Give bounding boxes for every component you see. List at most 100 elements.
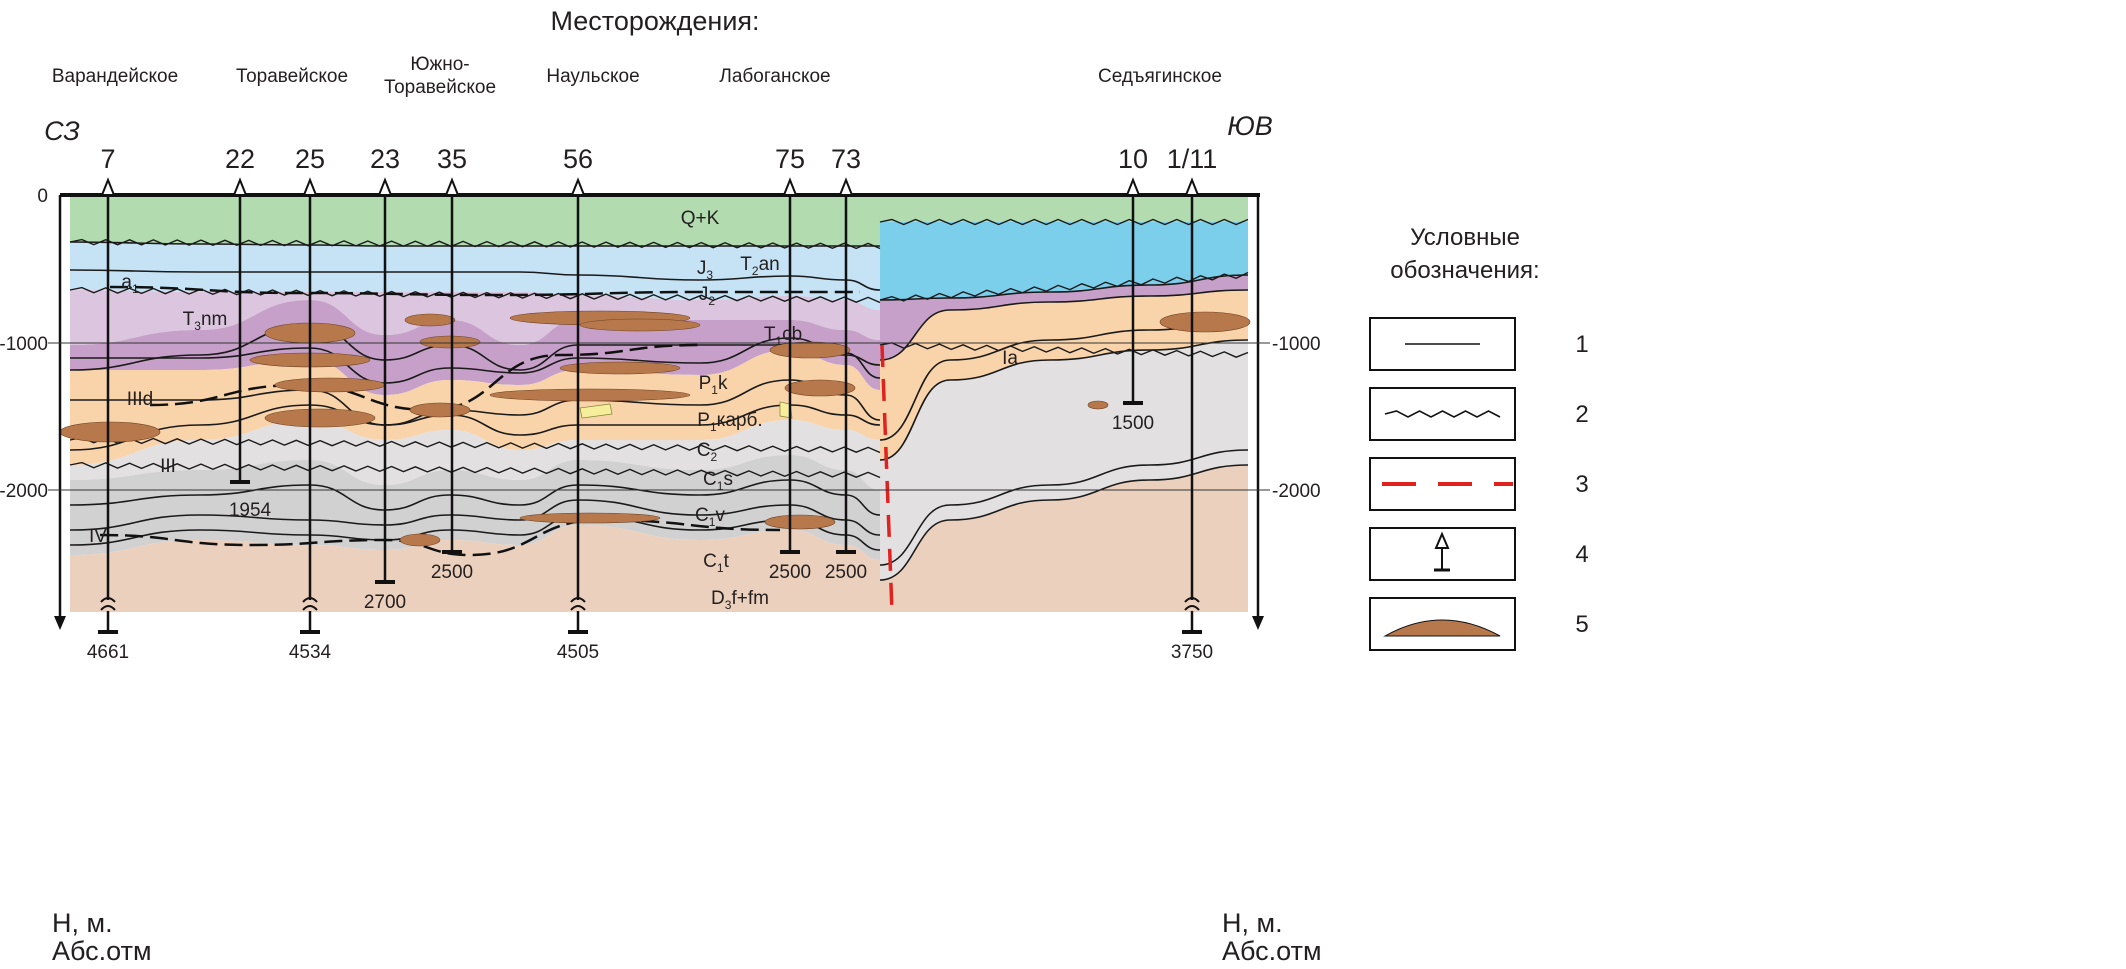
sand-lens — [559, 361, 681, 375]
formation-suffix: карб. — [717, 410, 763, 431]
sand-lens — [419, 335, 481, 349]
legend — [1369, 317, 1516, 651]
depth-unit-right: Н, м. — [1222, 908, 1283, 938]
layer-q-k — [70, 195, 880, 246]
formation-symbol: C — [703, 469, 717, 490]
legend-number: 5 — [1575, 611, 1588, 638]
section-frame — [48, 193, 1270, 630]
formation-suffix: f+fm — [731, 588, 768, 609]
sand-lens — [784, 379, 856, 397]
formation-suffix: s — [723, 469, 733, 490]
well-10: 10 1500 — [1112, 144, 1154, 434]
well-bottom-depth: 2500 — [431, 562, 473, 583]
well-bottom-depth: 4505 — [557, 642, 599, 663]
formation-label: IIId — [127, 389, 153, 410]
formation-subscript: 1 — [709, 515, 716, 529]
legend-number: 4 — [1575, 541, 1588, 568]
formation-symbol: Ia — [1002, 348, 1018, 369]
sand-lens — [764, 514, 836, 530]
title-deposits: Месторождения: — [550, 6, 759, 36]
well-bottom-depth: 2500 — [825, 562, 867, 583]
well-number: 75 — [775, 144, 805, 174]
depth-tick-right: -1000 — [1272, 334, 1321, 355]
well-number: 35 — [437, 144, 467, 174]
layer-permian — [70, 350, 880, 465]
break-symbol — [100, 597, 116, 611]
depth-unit-left-2: Абс.отм — [52, 936, 152, 966]
formation-symbol: P — [697, 410, 710, 431]
unconformity-line — [69, 436, 881, 454]
well-75: 75 2500 — [769, 144, 811, 583]
formation-subscript: 3 — [725, 598, 732, 612]
formation-subscript: 1 — [775, 334, 782, 348]
legend-number: 1 — [1575, 331, 1588, 358]
wellhead-triangle-icon — [377, 177, 393, 196]
layer-q-k-right — [880, 195, 1248, 222]
legend-item-5 — [1369, 597, 1516, 651]
formation-symbol: III — [160, 456, 176, 477]
well-bottom-depth: 2500 — [769, 562, 811, 583]
wellhead-triangle-icon — [782, 177, 798, 196]
wellhead-triangle-icon — [570, 177, 586, 196]
boundary-line — [69, 499, 881, 536]
field-name: Седъягинское — [1098, 66, 1222, 87]
formation-label: III — [160, 456, 176, 477]
depth-tick-left: -1000 — [0, 334, 48, 355]
sand-lens — [409, 402, 471, 418]
sand-lens — [519, 512, 661, 524]
formation-label: P1карб. — [697, 410, 762, 434]
boundary-line — [879, 274, 1249, 301]
formation-label: P1k — [699, 373, 728, 397]
sand-lens — [579, 318, 701, 332]
layer-c2 — [70, 420, 880, 490]
well-number: 73 — [831, 144, 861, 174]
depth-unit-left: Н, м. — [52, 908, 113, 938]
formation-label: a1 — [121, 272, 139, 296]
well-1/11: 1/11 3750 — [1167, 144, 1218, 663]
formation-suffix: v — [715, 505, 725, 526]
unconformity-line — [879, 342, 1249, 358]
formation-symbol: P — [699, 373, 712, 394]
formation-label: C1t — [703, 551, 729, 575]
formation-subscript: 2 — [711, 450, 718, 464]
well-number: 1/11 — [1167, 144, 1218, 174]
well-35: 35 2500 — [431, 144, 473, 583]
legend-title-2: обозначения: — [1390, 257, 1539, 284]
sand-lens — [399, 533, 441, 547]
break-symbol — [570, 597, 586, 611]
left-axis-arrow — [54, 616, 66, 630]
field-name: Варандейское — [52, 66, 178, 87]
layer-permian-right — [880, 290, 1248, 460]
break-symbol — [302, 597, 318, 611]
layer-d3 — [70, 525, 880, 612]
formation-label: IV — [89, 526, 107, 547]
formation-label: C1v — [695, 505, 725, 529]
boundary-line — [879, 289, 1249, 361]
depth-unit-right-2: Абс.отм — [1222, 936, 1322, 966]
formation-label: T1cb — [764, 324, 802, 348]
formation-symbol: J — [697, 258, 707, 279]
formation-label: T3nm — [183, 309, 228, 333]
layer-t3nm — [70, 290, 880, 345]
well-bottom-depth: 4661 — [87, 642, 129, 663]
well-73: 73 2500 — [825, 144, 867, 583]
direction-nw: СЗ — [44, 116, 80, 146]
unconformity-line — [69, 286, 881, 304]
formation-subscript: 1 — [717, 479, 724, 493]
unconformity-symbol — [1384, 410, 1501, 418]
labels: Месторождения:Варандейское ТоравейскоеЮжн… — [0, 6, 1589, 966]
well-bottom-depth: 3750 — [1171, 642, 1213, 663]
depth-tick-left: 0 — [37, 186, 48, 207]
unconformity-line — [69, 238, 881, 250]
formation-label: J2 — [699, 284, 716, 308]
well-22: 22 1954 — [225, 144, 272, 521]
formation-symbol: D — [711, 588, 725, 609]
lens-symbol — [1383, 619, 1501, 637]
field-name: Торавейское — [236, 66, 348, 87]
sand-lens — [274, 377, 386, 393]
sand-lens — [489, 388, 691, 402]
sand-lens — [264, 408, 376, 428]
wellhead-triangle-icon — [444, 177, 460, 196]
formation-symbol: Q+K — [681, 208, 720, 229]
